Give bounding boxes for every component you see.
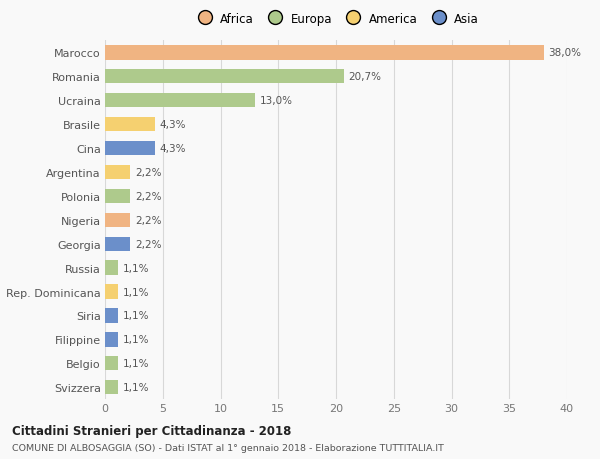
Text: 1,1%: 1,1%	[122, 358, 149, 369]
Text: 38,0%: 38,0%	[548, 48, 581, 58]
Text: 1,1%: 1,1%	[122, 382, 149, 392]
Text: 1,1%: 1,1%	[122, 287, 149, 297]
Bar	[105, 141, 155, 156]
Text: 4,3%: 4,3%	[159, 144, 186, 154]
Text: 13,0%: 13,0%	[260, 96, 293, 106]
Text: Cittadini Stranieri per Cittadinanza - 2018: Cittadini Stranieri per Cittadinanza - 2…	[12, 425, 292, 437]
Bar	[105, 285, 118, 299]
Text: 2,2%: 2,2%	[135, 239, 161, 249]
Text: 1,1%: 1,1%	[122, 263, 149, 273]
Bar	[105, 380, 118, 395]
Bar	[105, 70, 344, 84]
Bar	[105, 213, 130, 228]
Bar	[105, 165, 130, 180]
Text: 1,1%: 1,1%	[122, 335, 149, 345]
Text: 20,7%: 20,7%	[349, 72, 382, 82]
Bar	[105, 332, 118, 347]
Bar	[105, 261, 118, 275]
Bar	[105, 189, 130, 204]
Bar	[105, 46, 544, 61]
Text: 2,2%: 2,2%	[135, 168, 161, 178]
Text: 2,2%: 2,2%	[135, 191, 161, 202]
Text: 4,3%: 4,3%	[159, 120, 186, 130]
Bar	[105, 356, 118, 371]
Text: COMUNE DI ALBOSAGGIA (SO) - Dati ISTAT al 1° gennaio 2018 - Elaborazione TUTTITA: COMUNE DI ALBOSAGGIA (SO) - Dati ISTAT a…	[12, 443, 444, 452]
Text: 1,1%: 1,1%	[122, 311, 149, 321]
Bar	[105, 94, 255, 108]
Legend: Africa, Europa, America, Asia: Africa, Europa, America, Asia	[192, 11, 480, 27]
Bar	[105, 308, 118, 323]
Bar	[105, 237, 130, 252]
Bar	[105, 118, 155, 132]
Text: 2,2%: 2,2%	[135, 215, 161, 225]
